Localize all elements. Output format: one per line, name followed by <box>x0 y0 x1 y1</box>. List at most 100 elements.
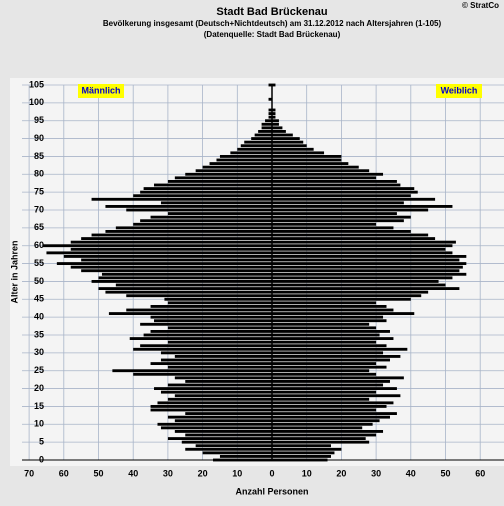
y-tick-label: 15 <box>34 401 44 411</box>
y-axis-label: Alter in Jahren <box>9 240 19 303</box>
bar <box>272 222 377 226</box>
chart-source: (Datenquelle: Stadt Bad Brückenau) <box>204 30 341 39</box>
bar <box>129 337 272 340</box>
bar <box>268 115 272 119</box>
bar <box>272 155 342 158</box>
bar <box>272 215 411 219</box>
legend-box <box>436 84 482 98</box>
bar <box>268 83 272 87</box>
bar <box>272 319 387 323</box>
bar <box>167 365 272 369</box>
y-tick-label: 20 <box>34 383 44 393</box>
bar <box>209 162 272 165</box>
bar <box>272 219 404 223</box>
bar <box>272 337 394 340</box>
bar <box>219 455 272 458</box>
bar <box>254 133 272 137</box>
bar <box>272 297 411 301</box>
bar <box>105 230 272 233</box>
bar <box>126 208 272 212</box>
x-tick-label: 10 <box>232 468 242 478</box>
bar <box>140 190 272 194</box>
x-tick-label: 60 <box>475 468 485 478</box>
bar <box>185 380 272 383</box>
y-tick-label: 5 <box>39 437 44 447</box>
bar <box>91 197 272 201</box>
y-tick-label: 50 <box>34 276 44 286</box>
bar <box>272 308 394 312</box>
bar <box>154 183 272 187</box>
bar <box>272 237 436 240</box>
bar <box>150 330 272 333</box>
bar <box>81 269 273 273</box>
x-tick-label: 60 <box>59 468 69 478</box>
x-tick-label: 20 <box>336 468 346 478</box>
bar <box>157 401 272 405</box>
y-tick-label: 75 <box>34 187 44 197</box>
bar <box>272 390 377 394</box>
bar <box>133 372 272 376</box>
bar <box>216 158 272 162</box>
bar <box>272 144 307 148</box>
y-tick-label: 70 <box>34 204 44 214</box>
bar <box>272 180 397 183</box>
bar <box>272 201 404 205</box>
bar <box>202 165 272 169</box>
bar <box>272 169 370 173</box>
bar <box>160 201 272 205</box>
bar <box>272 244 453 248</box>
bar <box>272 233 429 237</box>
bar <box>258 130 272 133</box>
bar <box>181 440 272 444</box>
bar <box>272 415 390 419</box>
x-tick-label: 20 <box>198 468 208 478</box>
bar <box>272 401 394 405</box>
bar <box>272 83 276 87</box>
y-tick-label: 85 <box>34 151 44 161</box>
legend-box <box>78 84 124 98</box>
bar <box>272 112 276 115</box>
y-tick-label: 35 <box>34 329 44 339</box>
bar <box>98 287 272 290</box>
bar <box>272 122 279 126</box>
bar <box>150 305 272 308</box>
bar <box>167 340 272 344</box>
bar <box>272 451 335 455</box>
bar <box>272 408 377 412</box>
bar <box>272 312 415 315</box>
x-tick-label: 70 <box>24 468 34 478</box>
bar <box>268 108 272 112</box>
bar <box>133 222 272 226</box>
bar <box>219 155 272 158</box>
bar <box>167 383 272 387</box>
bar <box>185 433 272 437</box>
bar <box>272 262 467 265</box>
bar <box>272 187 415 190</box>
bar <box>272 197 436 201</box>
y-tick-label: 30 <box>34 347 44 357</box>
bar <box>167 397 272 401</box>
bar <box>195 444 272 448</box>
bar <box>272 294 422 298</box>
y-tick-label: 25 <box>34 365 44 375</box>
bar <box>272 280 439 283</box>
bar <box>167 180 272 183</box>
bar <box>108 312 272 315</box>
bar <box>272 269 460 273</box>
bar <box>272 437 366 440</box>
bar <box>160 426 272 430</box>
bar <box>160 351 272 355</box>
bar <box>98 276 272 280</box>
bar <box>70 240 273 244</box>
bar <box>56 262 272 265</box>
bar <box>272 194 411 198</box>
bar <box>160 358 272 362</box>
bar <box>272 162 349 165</box>
bar <box>272 158 342 162</box>
y-tick-label: 40 <box>34 312 44 322</box>
bar <box>160 390 272 394</box>
bar <box>272 330 390 333</box>
bar <box>150 215 272 219</box>
bar <box>126 308 272 312</box>
bar <box>272 355 401 358</box>
